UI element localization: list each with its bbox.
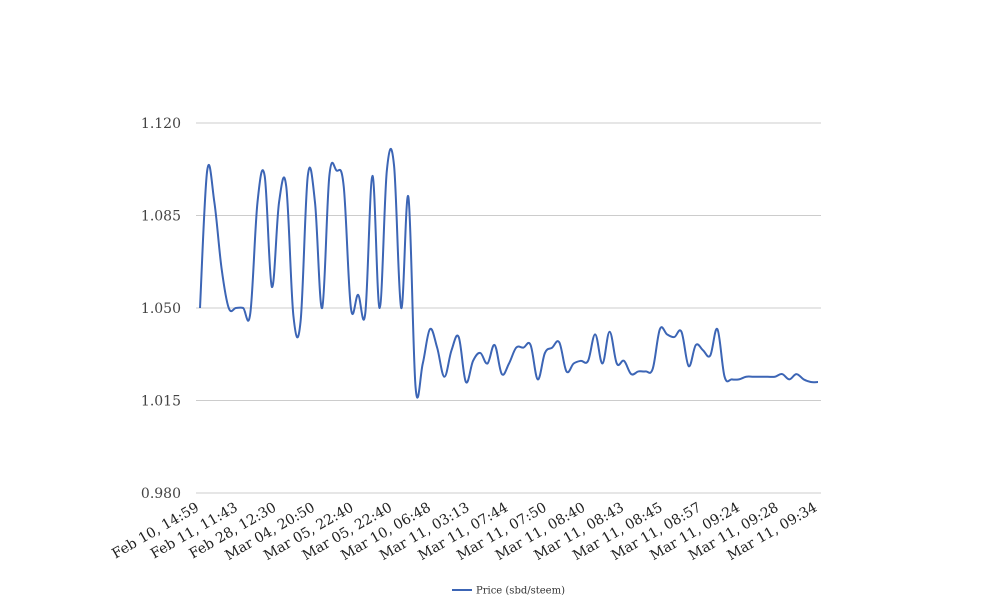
series-group [199,148,819,399]
y-axis: 0.980 1.015 1.050 1.085 1.120 [141,116,181,502]
legend-label-price: Price (sbd/steem) [476,586,565,597]
y-tick-label: 1.120 [141,116,181,132]
series-line-price [199,148,819,399]
y-tick-label: 1.015 [141,394,181,410]
legend: Price (sbd/steem) [452,586,565,597]
y-tick-label: 1.050 [141,301,181,317]
grid-lines [196,122,821,494]
y-tick-label: 0.980 [141,486,181,502]
y-tick-label: 1.085 [141,209,181,225]
